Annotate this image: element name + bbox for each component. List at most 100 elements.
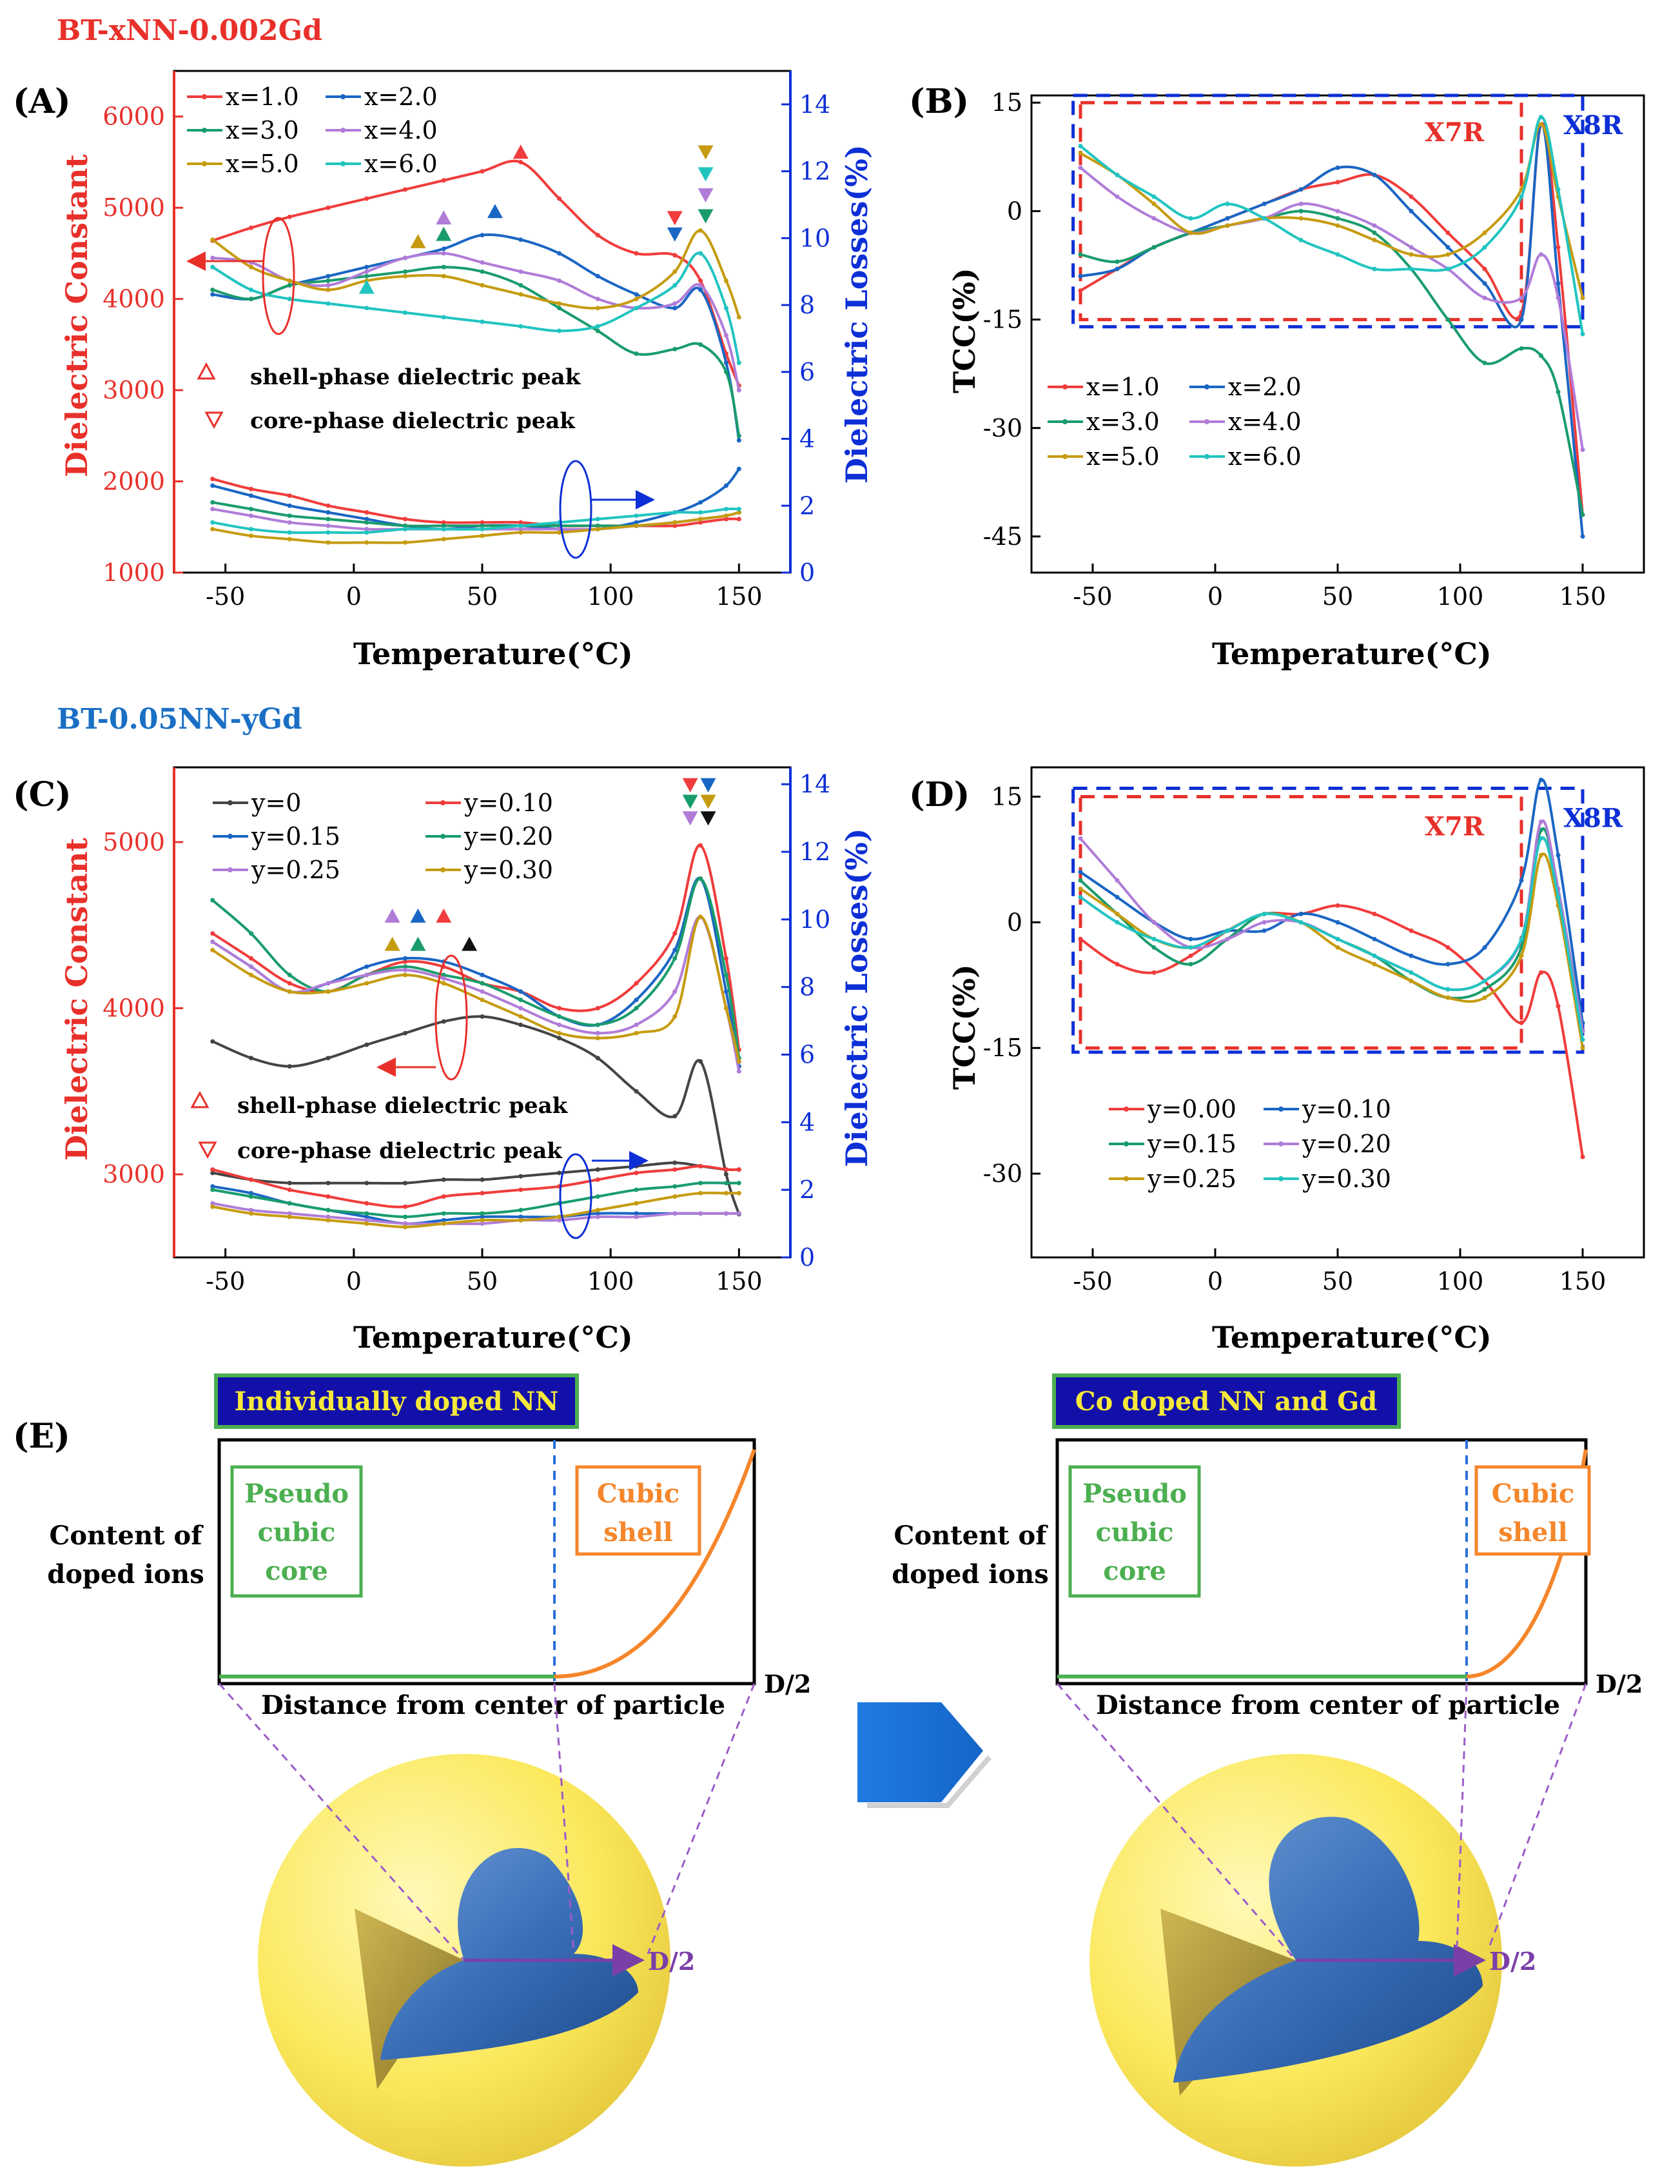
panel-c: (C) -50 0 50 100 15030004000500002468101214 … xyxy=(13,766,874,1355)
series-point xyxy=(557,251,562,256)
core-peak-marker xyxy=(682,794,698,809)
series-point xyxy=(480,989,485,994)
series-point xyxy=(403,269,407,274)
right-ylabel-1: Content of xyxy=(894,1520,1049,1551)
right-shell-box xyxy=(1474,1465,1591,1556)
panel-a-core-symbol xyxy=(204,411,224,429)
panel-c-legend: y=0 y=0.10 y=0.15 y=0.20 y=0.25 y=0.30 xyxy=(213,789,553,884)
series-point xyxy=(672,1160,678,1165)
series-point xyxy=(557,1170,562,1176)
series-point xyxy=(557,1214,562,1219)
series-point xyxy=(634,1088,639,1094)
right-shell-text-2: shell xyxy=(1498,1517,1567,1548)
legend-label: y=0.30 xyxy=(1302,1165,1391,1193)
series-point xyxy=(1151,194,1157,199)
panel-a-loss-ellipse xyxy=(559,460,592,559)
series-point xyxy=(441,1221,446,1226)
series-point xyxy=(1445,317,1450,322)
series-point xyxy=(1151,216,1157,221)
legend-swatch-dot xyxy=(1124,1141,1129,1146)
series-point xyxy=(1298,237,1304,242)
legend-label: y=0.15 xyxy=(251,822,340,851)
y2tick-label: 6 xyxy=(799,1041,815,1069)
panel-a-plot xyxy=(210,144,741,545)
left-core-text-1: Pseudo xyxy=(244,1479,349,1509)
series-point xyxy=(1262,928,1267,933)
left-radius-label: D/2 xyxy=(648,1947,695,1976)
series-point xyxy=(672,1184,678,1189)
panel-b-ylabel: TCC(%) xyxy=(947,268,982,393)
panel-e-left: Individually doped NN Pseudo cubic core … xyxy=(47,1373,811,2167)
series-point xyxy=(1225,223,1230,228)
shell-peak-marker xyxy=(436,210,452,225)
series-point xyxy=(672,301,678,306)
series-point xyxy=(287,981,292,986)
panel-c-plot xyxy=(210,778,741,1230)
legend-entry: x=2.0 xyxy=(1189,373,1302,401)
series-point xyxy=(1519,194,1524,199)
panel-d-legend: y=0.00 y=0.10 y=0.15 y=0.20 y=0.25 y=0.30 xyxy=(1109,1095,1391,1193)
series-point xyxy=(1188,230,1193,235)
series-point xyxy=(441,536,446,542)
series-point xyxy=(634,1211,639,1216)
legend-entry: y=0.20 xyxy=(1264,1130,1391,1158)
series-point xyxy=(249,506,253,511)
series-y=0.15-tcc-line xyxy=(1079,827,1584,1032)
series-point xyxy=(518,1014,523,1019)
legend-entry: y=0.10 xyxy=(425,789,553,817)
series-point xyxy=(210,237,215,242)
series-point xyxy=(441,178,446,183)
series-point xyxy=(441,976,446,981)
group2-title: BT-0.05NN-yGd xyxy=(57,703,302,736)
panel-c-core-symbol xyxy=(198,1141,217,1159)
legend-label: x=4.0 xyxy=(364,116,438,144)
series-point xyxy=(364,1217,369,1223)
series-point xyxy=(1538,115,1543,120)
series-point xyxy=(364,510,369,515)
xtick-label: 100 xyxy=(587,1267,634,1295)
legend-label: y=0.00 xyxy=(1147,1095,1236,1123)
y2tick-label: 10 xyxy=(799,224,830,252)
panel-c-label: (C) xyxy=(13,775,72,814)
left-title: Individually doped NN xyxy=(234,1386,558,1417)
panel-b-plot: X7R X8R xyxy=(1071,93,1623,539)
legend-swatch-dot xyxy=(228,800,233,805)
series-point xyxy=(518,282,523,288)
legend-entry: x=6.0 xyxy=(326,150,438,178)
xtick-label: -50 xyxy=(206,1267,245,1295)
series-point xyxy=(723,1167,728,1172)
series-point xyxy=(672,947,678,952)
y2tick-label: 10 xyxy=(799,905,830,934)
series-point xyxy=(1115,911,1120,916)
series-point xyxy=(1078,836,1083,841)
series-point xyxy=(480,527,485,532)
y2tick-label: 0 xyxy=(799,1243,815,1272)
series-point xyxy=(736,360,741,366)
series-point xyxy=(595,1030,600,1036)
series-point xyxy=(403,310,407,315)
series-point xyxy=(1519,346,1524,351)
series-point xyxy=(595,306,600,311)
series-point xyxy=(249,1194,253,1199)
series-point xyxy=(249,264,253,270)
ytick-label: 0 xyxy=(1007,908,1022,936)
panel-e-right: Co doped NN and Gd Pseudo cubic core Cub… xyxy=(892,1373,1643,2167)
panel-a-label: (A) xyxy=(13,82,71,121)
series-point xyxy=(634,1187,639,1192)
series-point xyxy=(672,989,678,994)
y2tick-label: 12 xyxy=(799,157,830,186)
series-y=0.10-tcc-line xyxy=(1079,778,1584,1023)
series-point xyxy=(364,306,369,311)
legend-entry: y=0.15 xyxy=(213,822,340,851)
legend-swatch-dot xyxy=(1062,419,1068,424)
series-point xyxy=(364,530,369,535)
left-core-sphere xyxy=(380,1847,638,2060)
series-point xyxy=(1335,216,1340,221)
series-point xyxy=(287,989,292,994)
series-point xyxy=(249,486,253,491)
panel-c-ticks: -50 0 50 100 150 3000 4000 5000 0 2 4 6 8 10 12 14 xyxy=(103,770,830,1295)
legend-entry: x=5.0 xyxy=(1048,442,1160,471)
series-point xyxy=(249,1177,253,1182)
